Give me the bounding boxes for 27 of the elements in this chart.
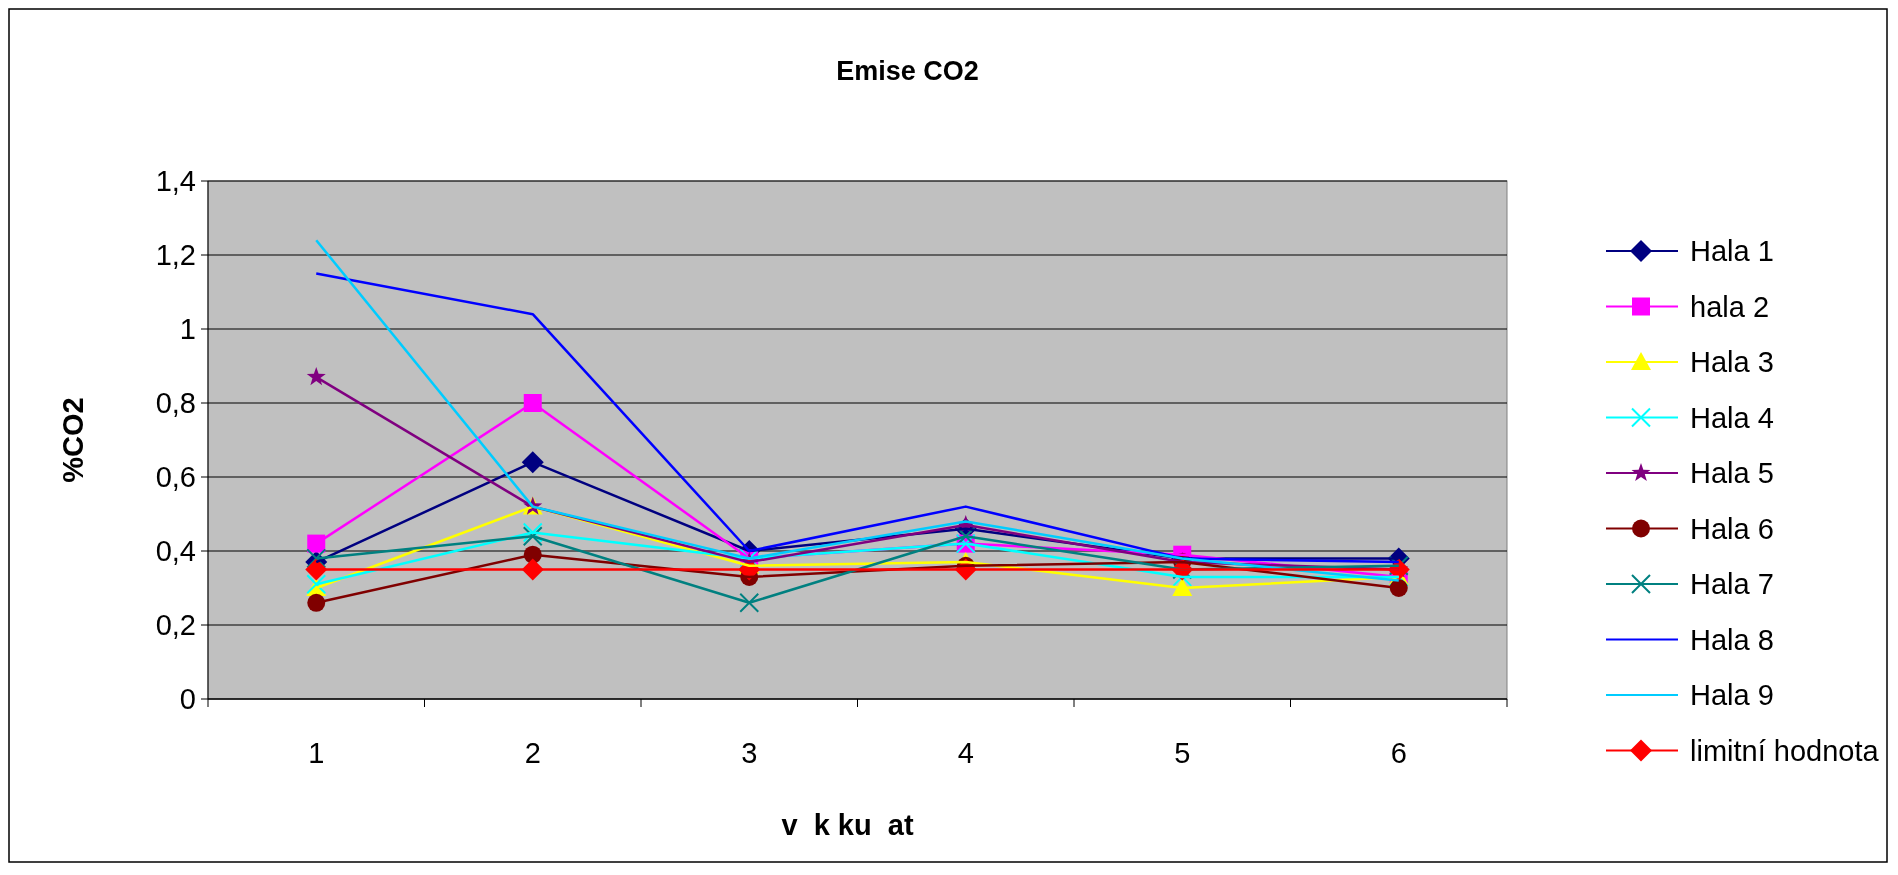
y-tick-label: 1 xyxy=(179,313,196,346)
y-tick-label: 0,8 xyxy=(155,387,196,420)
legend-label: Hala 6 xyxy=(1690,512,1774,545)
legend-label: Hala 5 xyxy=(1690,457,1774,490)
x-tick-label: 4 xyxy=(957,737,974,769)
y-tick-label: 0,2 xyxy=(155,609,196,642)
x-axis-title: v k ku at xyxy=(781,809,914,841)
x-tick-label: 3 xyxy=(741,737,758,769)
legend-label: Hala 7 xyxy=(1690,568,1774,601)
x-tick-label: 1 xyxy=(308,737,325,769)
y-tick-label: 0,4 xyxy=(155,535,196,568)
legend-label: hala 2 xyxy=(1690,290,1770,323)
y-tick-label: 0,6 xyxy=(155,461,196,494)
legend-label: Hala 8 xyxy=(1690,623,1774,656)
y-tick-label: 0 xyxy=(179,683,196,716)
y-tick-label: 1,2 xyxy=(155,239,196,272)
legend-label: Hala 4 xyxy=(1690,401,1774,434)
legend-label: Hala 1 xyxy=(1690,235,1774,268)
x-tick-label: 5 xyxy=(1174,737,1191,769)
x-tick-label: 2 xyxy=(524,737,541,769)
legend-label: Hala 3 xyxy=(1690,346,1774,379)
y-tick-label: 1,4 xyxy=(155,165,196,198)
legend-label: Hala 9 xyxy=(1690,679,1774,712)
x-tick-label: 6 xyxy=(1390,737,1407,769)
chart-title: Emise CO2 xyxy=(836,56,979,86)
legend-label: limitní hodnota xyxy=(1690,734,1880,767)
y-axis-title: %CO2 xyxy=(57,397,89,483)
